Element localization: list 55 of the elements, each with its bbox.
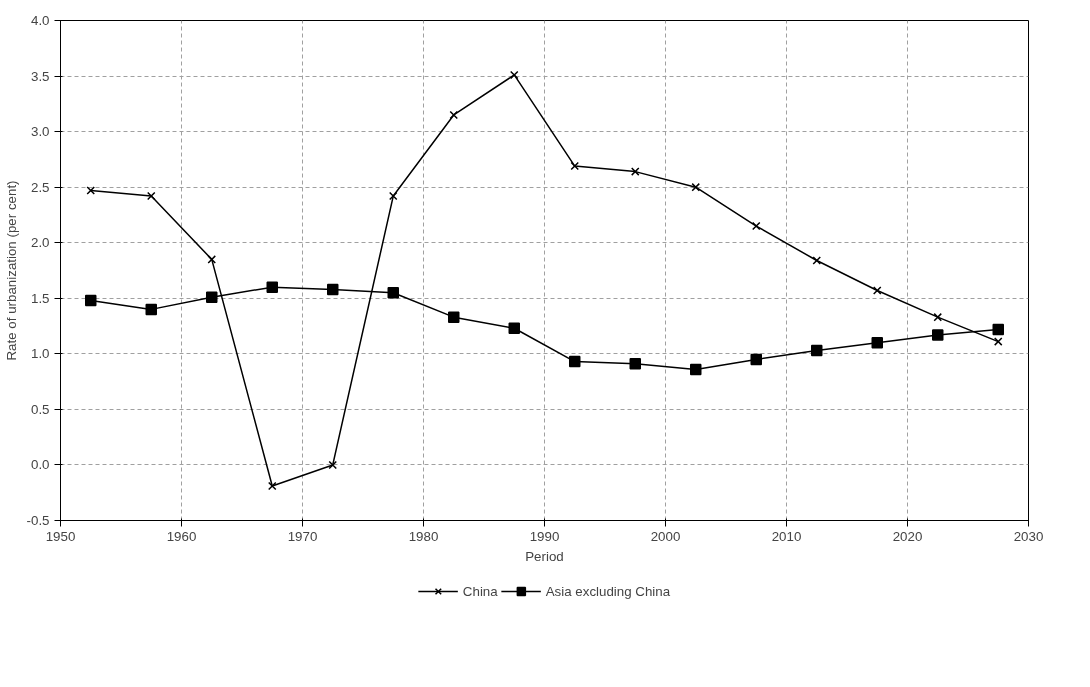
y-tick-label: -0.5 [26,513,50,528]
point [388,191,398,201]
point [872,286,882,295]
y-axis-title: Rate of urbanization (per cent) [3,180,19,361]
x-tick-label: 2000 [650,528,681,544]
y-tick-label: 1.5 [30,290,50,306]
point [933,312,943,322]
x-tick-label: 1950 [45,528,76,544]
point [751,221,761,231]
point [85,294,97,307]
point [691,182,701,192]
point [993,337,1003,346]
point [207,255,217,264]
x-tick-label: 1980 [408,528,439,544]
point [145,303,157,316]
x-tick-label: 1990 [529,528,560,544]
point [86,186,96,195]
point [750,353,762,366]
y-tick-label: 3.5 [30,68,50,84]
x-tick-label: 1970 [287,528,318,544]
point [690,363,702,376]
y-tick-label: 2.0 [30,235,50,251]
legend-label: Asia excluding China [545,583,671,599]
y-tick-label: 0.5 [30,401,50,417]
point [932,329,944,341]
point [146,191,156,201]
point [509,70,519,80]
point [387,286,399,299]
x-tick-label: 2030 [1013,528,1044,544]
point [266,281,278,293]
y-tick-label: 2.5 [30,179,50,195]
point [871,336,883,349]
y-tick-label: 4.0 [30,13,50,28]
point [630,167,640,176]
point [629,358,641,370]
point [448,311,460,323]
point [992,323,1004,336]
point [570,161,580,171]
point [206,291,218,303]
y-tick-label: 3.0 [30,124,50,140]
point [328,460,338,470]
point [811,344,823,357]
x-tick-label: 2010 [771,528,802,544]
x-tick-label: 1960 [166,528,197,544]
y-tick-label: 1.0 [30,346,50,362]
x-tick-label: 2020 [892,528,923,544]
point [327,283,339,296]
point [449,110,459,120]
point [267,481,277,491]
y-tick-label: 0.0 [30,457,50,473]
legend-label: China [462,583,498,599]
point [508,322,520,335]
x-axis-title: Period [525,548,564,564]
point [812,256,822,265]
point [569,355,581,368]
